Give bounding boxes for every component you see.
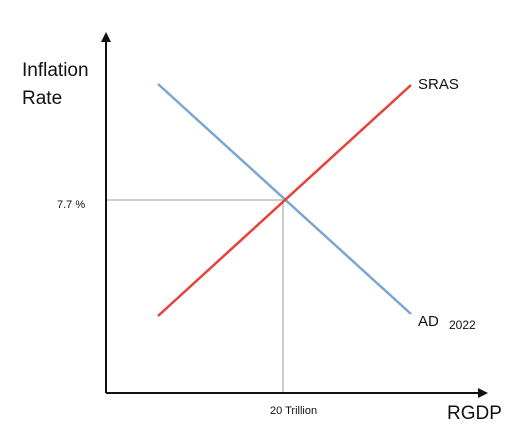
ad-year-label: 2022	[449, 318, 476, 332]
x-axis-label: RGDP	[447, 403, 502, 424]
y-axis-label-line2: Rate	[22, 88, 62, 109]
sras-label: SRAS	[418, 76, 459, 93]
y-axis-label-line1: Inflation	[22, 60, 89, 81]
sras-curve	[157, 84, 412, 317]
ad-label: AD	[418, 313, 439, 330]
x-tick-label: 20 Trillion	[270, 405, 317, 417]
y-tick-label: 7.7 %	[57, 199, 85, 211]
